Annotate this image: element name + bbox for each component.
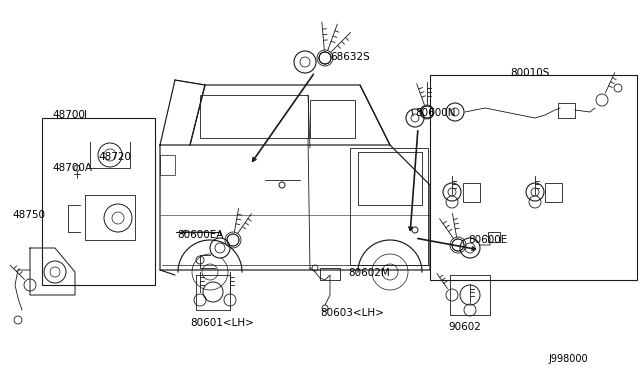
Text: 48700: 48700 <box>52 110 85 120</box>
Text: 80602M: 80602M <box>348 268 390 278</box>
Bar <box>320 268 340 280</box>
Bar <box>430 75 637 280</box>
Circle shape <box>294 51 316 73</box>
Bar <box>200 95 308 138</box>
Text: 48720: 48720 <box>98 152 131 162</box>
Bar <box>310 100 355 138</box>
Text: 48700A: 48700A <box>52 163 92 173</box>
Circle shape <box>526 183 544 201</box>
Circle shape <box>460 238 480 258</box>
Text: 80600E: 80600E <box>468 235 508 245</box>
Bar <box>558 103 575 118</box>
Text: 90602: 90602 <box>448 322 481 332</box>
Text: J998000: J998000 <box>548 354 588 364</box>
Text: 80600EA: 80600EA <box>177 230 223 240</box>
Text: 68632S: 68632S <box>330 52 370 62</box>
Circle shape <box>443 183 461 201</box>
Text: 80600N: 80600N <box>415 108 456 118</box>
Text: 48750: 48750 <box>12 210 45 220</box>
Bar <box>545 183 562 202</box>
Circle shape <box>210 238 230 258</box>
Bar <box>488 232 500 242</box>
Circle shape <box>406 109 424 127</box>
Text: 80601<LH>: 80601<LH> <box>190 318 254 328</box>
Bar <box>350 148 428 265</box>
Circle shape <box>446 103 464 121</box>
Text: 80010S: 80010S <box>510 68 549 78</box>
Bar <box>463 183 480 202</box>
Bar <box>358 152 422 205</box>
Text: 80603<LH>: 80603<LH> <box>320 308 384 318</box>
Bar <box>42 118 155 285</box>
Bar <box>160 155 175 175</box>
